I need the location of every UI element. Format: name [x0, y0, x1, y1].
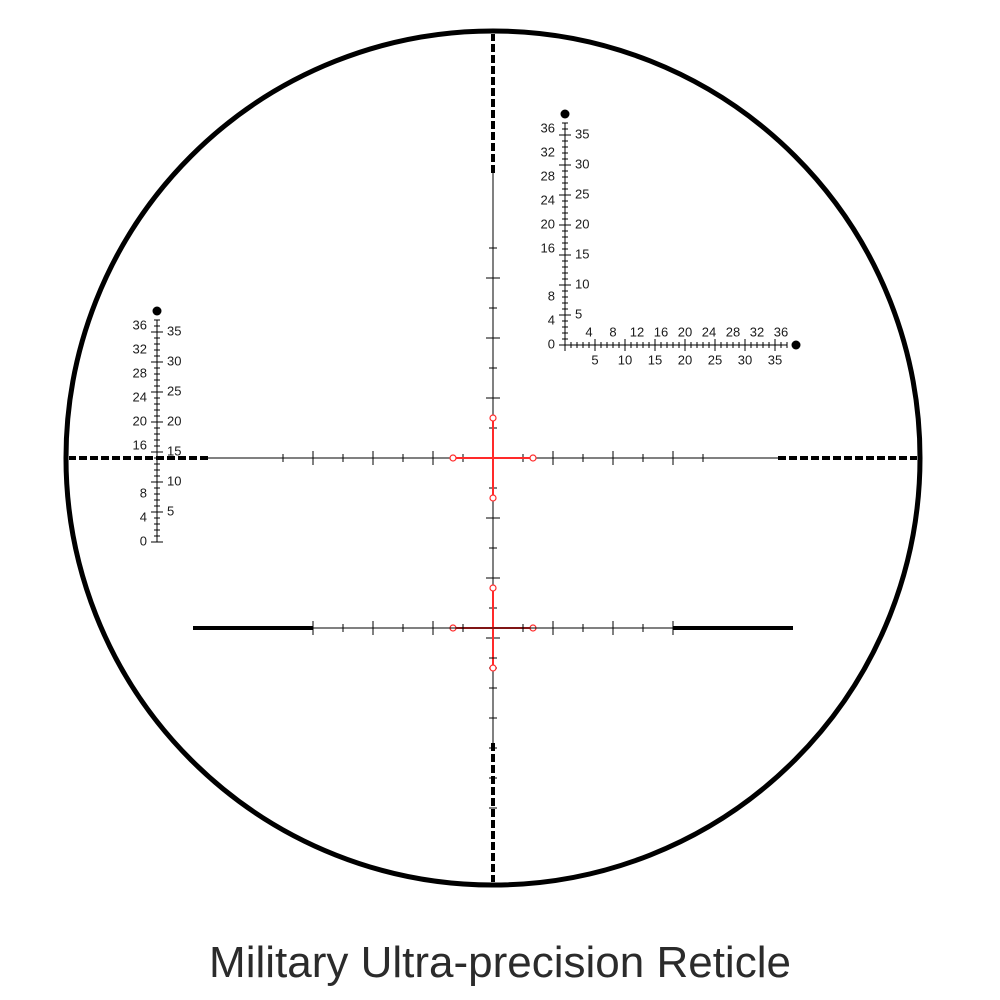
svg-text:20: 20 [541, 216, 555, 231]
svg-text:30: 30 [738, 352, 752, 367]
svg-text:20: 20 [678, 324, 692, 339]
svg-text:28: 28 [541, 168, 555, 183]
svg-text:36: 36 [774, 324, 788, 339]
svg-text:10: 10 [167, 473, 181, 488]
svg-text:15: 15 [167, 443, 181, 458]
svg-text:5: 5 [575, 306, 582, 321]
svg-text:4: 4 [585, 324, 592, 339]
svg-text:20: 20 [575, 216, 589, 231]
svg-text:10: 10 [575, 276, 589, 291]
svg-text:20: 20 [678, 352, 692, 367]
svg-text:35: 35 [575, 126, 589, 141]
svg-text:25: 25 [575, 186, 589, 201]
svg-text:20: 20 [133, 413, 147, 428]
svg-text:32: 32 [750, 324, 764, 339]
svg-text:35: 35 [167, 323, 181, 338]
svg-text:30: 30 [575, 156, 589, 171]
caption: Military Ultra-precision Reticle [0, 938, 1000, 988]
svg-text:36: 36 [541, 120, 555, 135]
svg-text:28: 28 [726, 324, 740, 339]
svg-text:32: 32 [541, 144, 555, 159]
svg-text:4: 4 [548, 312, 555, 327]
svg-text:15: 15 [575, 246, 589, 261]
svg-text:8: 8 [609, 324, 616, 339]
svg-text:35: 35 [768, 352, 782, 367]
svg-text:8: 8 [140, 485, 147, 500]
svg-text:16: 16 [541, 240, 555, 255]
svg-text:28: 28 [133, 365, 147, 380]
svg-text:0: 0 [548, 336, 555, 351]
svg-text:5: 5 [591, 352, 598, 367]
svg-text:24: 24 [702, 324, 716, 339]
svg-text:36: 36 [133, 317, 147, 332]
svg-text:16: 16 [133, 437, 147, 452]
svg-text:0: 0 [140, 533, 147, 548]
svg-text:10: 10 [618, 352, 632, 367]
svg-text:8: 8 [548, 288, 555, 303]
svg-text:16: 16 [654, 324, 668, 339]
reticle-diagram: 0 4 8 16 20 24 28 32 36 5 10 15 20 25 30 35 0 4 8 16 20 24 28 3… [0, 0, 1000, 1000]
svg-text:24: 24 [541, 192, 555, 207]
svg-text:15: 15 [648, 352, 662, 367]
svg-text:5: 5 [167, 503, 174, 518]
svg-text:12: 12 [630, 324, 644, 339]
svg-text:20: 20 [167, 413, 181, 428]
svg-text:4: 4 [140, 509, 147, 524]
svg-text:24: 24 [133, 389, 147, 404]
svg-text:32: 32 [133, 341, 147, 356]
svg-text:30: 30 [167, 353, 181, 368]
svg-text:25: 25 [167, 383, 181, 398]
svg-text:25: 25 [708, 352, 722, 367]
